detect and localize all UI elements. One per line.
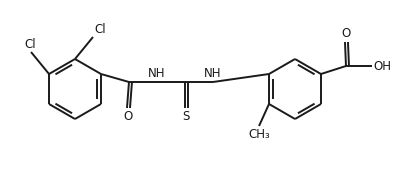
Text: S: S bbox=[182, 110, 190, 123]
Text: Cl: Cl bbox=[94, 23, 106, 36]
Text: OH: OH bbox=[373, 60, 391, 73]
Text: NH: NH bbox=[204, 67, 222, 80]
Text: CH₃: CH₃ bbox=[248, 128, 270, 141]
Text: O: O bbox=[123, 110, 133, 123]
Text: Cl: Cl bbox=[24, 38, 36, 51]
Text: O: O bbox=[341, 27, 351, 40]
Text: NH: NH bbox=[148, 67, 166, 80]
